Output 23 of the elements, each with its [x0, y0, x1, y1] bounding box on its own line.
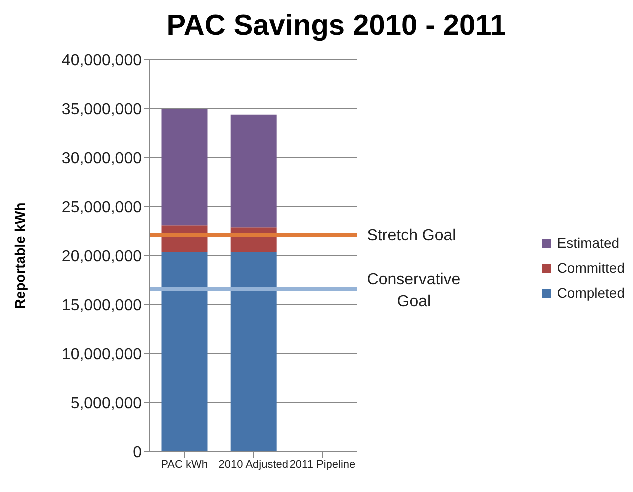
x-tick-label: 2011 Pipeline — [290, 458, 356, 471]
chart-title: PAC Savings 2010 - 2011 — [166, 9, 508, 44]
ref-line-label: Conservative Goal — [367, 271, 461, 310]
legend-label: Completed — [556, 285, 625, 301]
ref-line-label: Stretch Goal — [367, 227, 456, 244]
y-tick-label: 30,000,000 — [62, 150, 142, 168]
y-tick-label: 25,000,000 — [62, 200, 142, 217]
y-tick-label: 5,000,000 — [70, 396, 142, 413]
legend-label: Committed — [556, 260, 625, 276]
y-tick-label: 0 — [133, 444, 142, 462]
bar — [230, 252, 277, 452]
bar — [162, 252, 208, 452]
y-tick-label: 20,000,000 — [62, 248, 142, 266]
legend-label: Estimated — [556, 235, 621, 251]
y-axis-title: Reportable kWh — [12, 202, 28, 310]
x-tick-label: PAC kWh — [161, 458, 208, 471]
bar — [162, 109, 208, 226]
y-tick-label: 40,000,000 — [62, 52, 142, 70]
y-tick-label: 15,000,000 — [62, 298, 142, 315]
x-tick-label: 2010 Adjusted — [218, 458, 289, 471]
bar — [230, 114, 277, 228]
y-tick-label: 35,000,000 — [62, 102, 142, 119]
y-tick-label: 10,000,000 — [62, 346, 142, 364]
